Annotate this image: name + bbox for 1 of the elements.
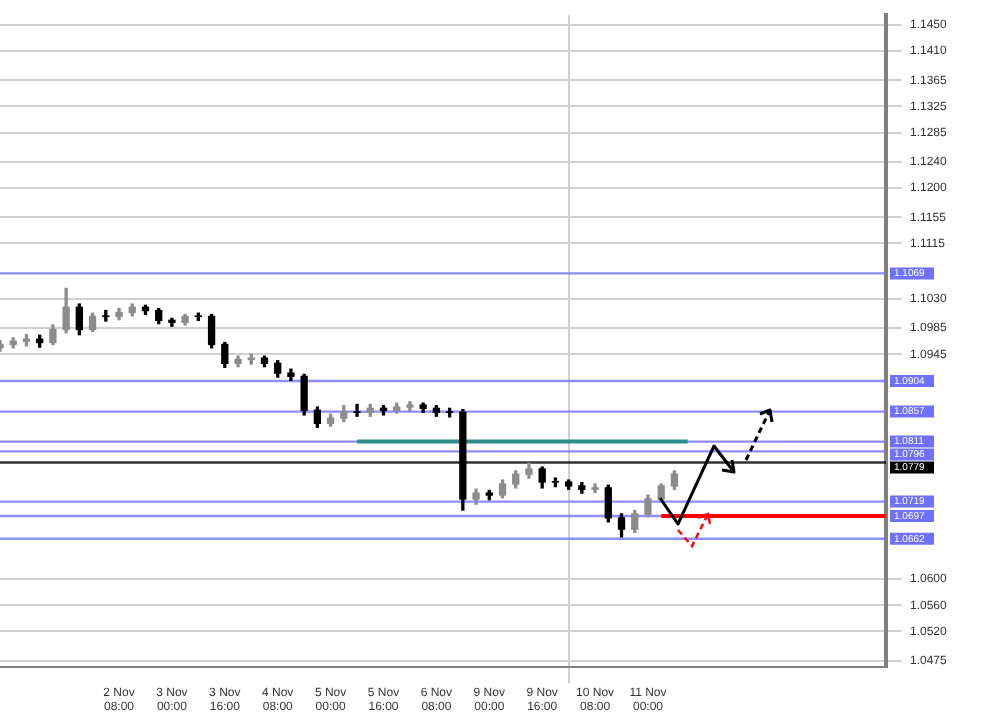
candlestick bbox=[353, 403, 361, 417]
